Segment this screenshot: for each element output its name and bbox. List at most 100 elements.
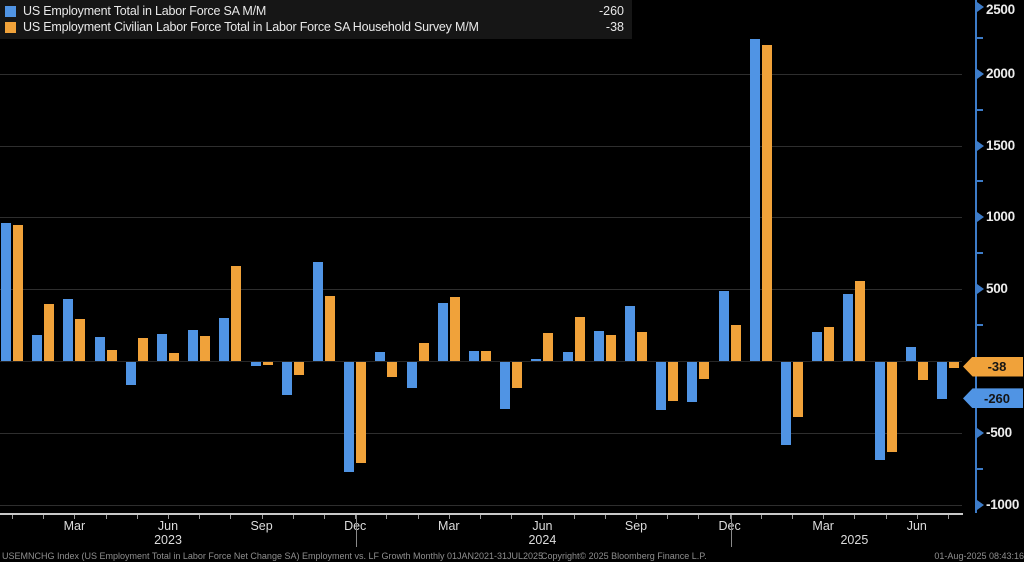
bar-blue-nov-2023	[313, 261, 323, 361]
y-tick-label--500: -500	[986, 424, 1012, 440]
x-tick-11	[355, 515, 357, 519]
x-tick-6	[199, 515, 201, 519]
bar-orange-oct-2023	[293, 362, 304, 375]
bar-orange-jun-2023	[169, 353, 179, 361]
y-tick-major-500	[977, 284, 984, 295]
x-tick-18	[573, 515, 575, 519]
bar-orange-feb-2025	[793, 362, 803, 417]
bar-blue-oct-2024	[656, 362, 667, 411]
bar-orange-jul-2025	[949, 362, 959, 368]
bar-orange-apr-2023	[106, 349, 117, 361]
y-tick-minor-250	[977, 324, 983, 327]
x-tick-label-jun-29: Jun	[906, 519, 927, 533]
x-tick-27	[854, 515, 856, 519]
bar-orange-nov-2023	[325, 296, 335, 361]
x-tick-8	[261, 515, 263, 519]
x-tick-12	[386, 515, 388, 519]
x-tick-9	[292, 515, 294, 519]
x-tick-22	[698, 515, 700, 519]
bar-blue-may-2023	[125, 362, 136, 385]
bar-blue-may-2025	[874, 362, 885, 461]
bar-blue-sep-2023	[250, 362, 261, 366]
x-tick-label-sep-20: Sep	[624, 519, 648, 533]
x-tick-23	[729, 515, 731, 519]
bar-blue-mar-2023	[63, 299, 74, 361]
gridline-2000	[0, 73, 962, 75]
footer-security-description: USEMNCHG Index (US Employment Total in L…	[2, 551, 544, 561]
y-tick-major-2000	[977, 68, 984, 79]
bar-orange-aug-2024	[605, 335, 616, 361]
bar-blue-jan-2023	[1, 223, 11, 361]
y-tick-minor-1250	[977, 180, 983, 183]
bar-orange-oct-2024	[668, 362, 679, 401]
y-tick-label--1000: -1000	[986, 496, 1020, 512]
bar-orange-may-2023	[137, 338, 148, 361]
legend-item-civilian-labor-force[interactable]: US Employment Civilian Labor Force Total…	[5, 19, 624, 35]
x-tick-4	[136, 515, 138, 519]
bar-blue-jun-2023	[157, 333, 167, 361]
bar-blue-mar-2024	[437, 302, 448, 361]
bar-orange-nov-2024	[699, 362, 710, 380]
last-value-badge--38: -38	[963, 356, 1023, 377]
gridline--1000	[0, 504, 962, 506]
bar-blue-jul-2023	[188, 330, 199, 361]
x-tick-label-mar-26: Mar	[812, 519, 834, 533]
bar-blue-jul-2025	[937, 362, 947, 400]
bar-blue-dec-2023	[344, 362, 355, 472]
x-tick-26	[823, 515, 825, 519]
legend-last-value: -260	[598, 4, 624, 18]
bar-orange-jul-2024	[574, 317, 585, 361]
bar-blue-sep-2024	[625, 306, 635, 361]
x-tick-label-mar-14: Mar	[438, 519, 460, 533]
legend-item-employment-total[interactable]: US Employment Total in Labor Force SA M/…	[5, 3, 624, 19]
y-tick-label-500: 500	[986, 281, 1008, 297]
bar-orange-dec-2023	[356, 362, 367, 463]
year-separator	[730, 515, 732, 547]
bar-orange-apr-2025	[855, 281, 866, 361]
bar-orange-apr-2024	[481, 350, 491, 361]
y-tick-minor-750	[977, 252, 983, 255]
bar-orange-mar-2023	[75, 318, 86, 361]
x-tick-30	[948, 515, 949, 519]
x-axis-line	[0, 513, 963, 515]
bar-blue-aug-2024	[593, 330, 604, 361]
x-tick-1	[43, 515, 45, 519]
x-tick-label-dec-11: Dec	[344, 519, 367, 533]
gridline-1500	[0, 145, 962, 147]
legend-swatch-blue-icon	[5, 5, 16, 17]
bar-orange-jan-2023	[13, 224, 23, 361]
x-tick-21	[667, 515, 669, 519]
x-tick-label-sep-8: Sep	[250, 519, 273, 533]
bar-blue-aug-2023	[219, 317, 230, 361]
y-tick-label-2500: 2500	[986, 2, 1015, 17]
x-tick-15	[480, 515, 481, 519]
x-tick-10	[324, 515, 325, 519]
bar-orange-mar-2025	[824, 326, 835, 361]
bar-blue-feb-2024	[406, 362, 417, 388]
x-tick-29	[916, 515, 918, 519]
y-axis-line	[975, 0, 977, 513]
x-tick-20	[636, 515, 637, 519]
bar-orange-aug-2023	[231, 266, 242, 361]
y-tick-major-2500	[977, 2, 984, 12]
bar-blue-nov-2024	[687, 362, 698, 403]
bar-orange-jan-2024	[387, 362, 398, 378]
last-value-badge--260: -260	[963, 388, 1023, 409]
x-tick-14	[448, 515, 450, 519]
bar-blue-jun-2025	[905, 347, 916, 361]
x-tick-28	[885, 515, 887, 519]
bar-orange-mar-2024	[449, 297, 460, 361]
bar-orange-sep-2024	[637, 332, 647, 361]
bar-blue-feb-2025	[781, 362, 791, 446]
bar-orange-jan-2025	[761, 44, 772, 361]
x-tick-7	[230, 515, 232, 519]
bar-orange-may-2025	[886, 362, 897, 452]
bar-blue-jan-2024	[375, 351, 386, 361]
y-tick-minor--750	[977, 467, 983, 470]
bar-blue-mar-2025	[812, 332, 823, 361]
bar-orange-jun-2025	[917, 362, 928, 380]
x-tick-24	[760, 515, 762, 519]
x-tick-2	[74, 515, 76, 519]
bar-orange-feb-2024	[418, 343, 429, 361]
bar-orange-jul-2023	[200, 335, 211, 361]
